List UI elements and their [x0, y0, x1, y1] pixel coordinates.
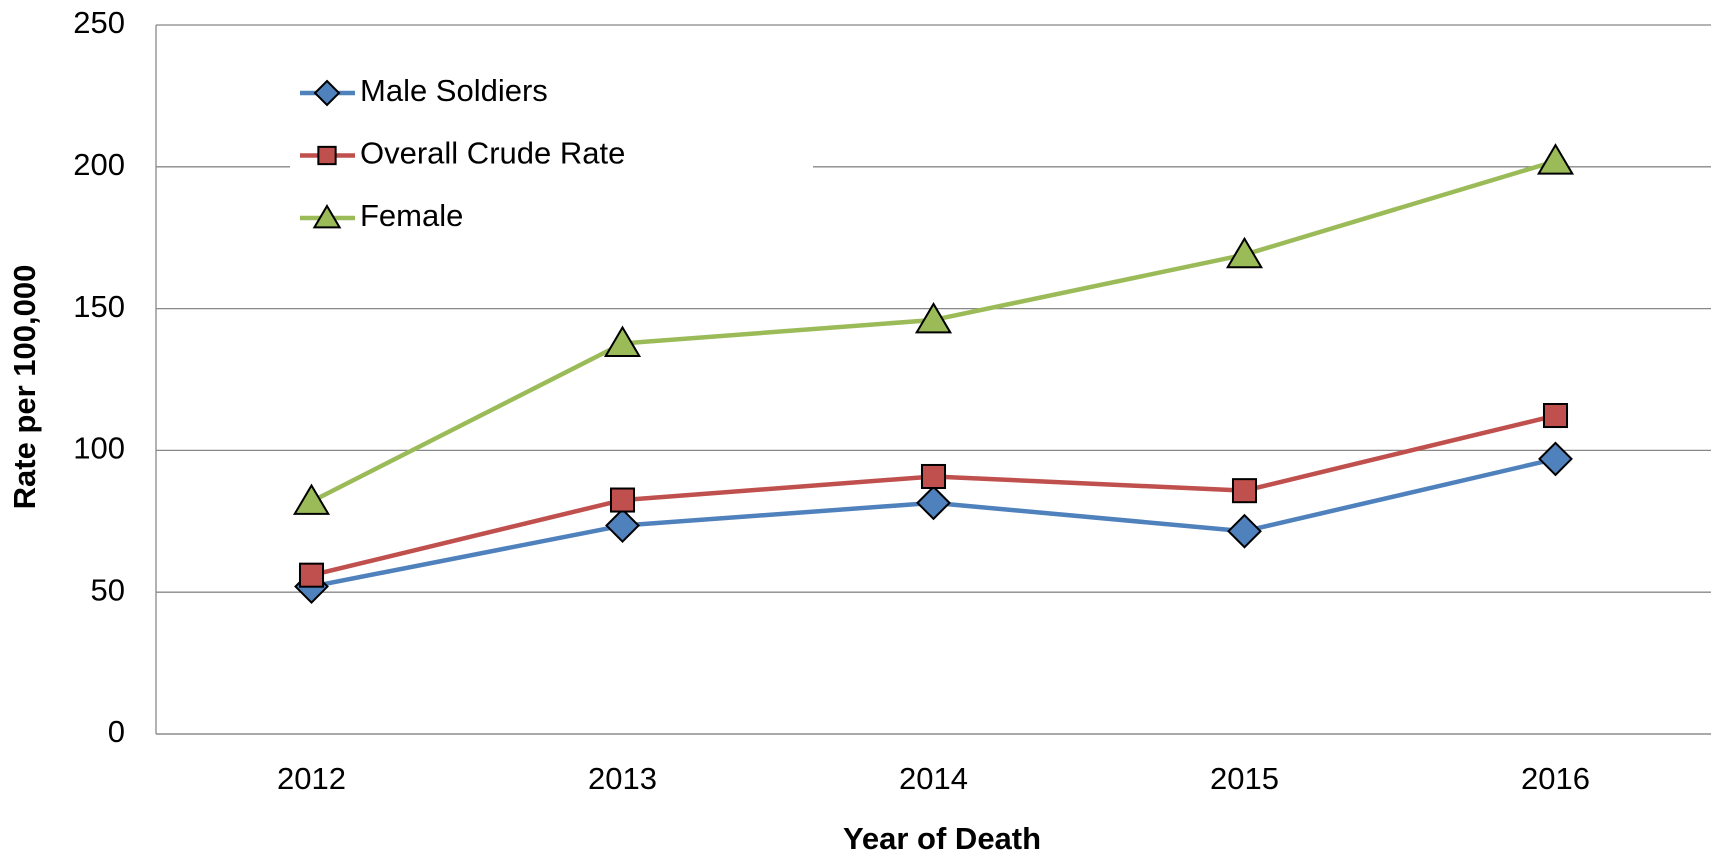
marker [292, 483, 331, 515]
x-axis-title: Year of Death [843, 821, 1041, 856]
x-tick-label: 2014 [899, 761, 968, 796]
x-tick-label: 2013 [588, 761, 657, 796]
y-tick-label: 200 [73, 147, 125, 182]
legend-background [290, 62, 813, 242]
y-tick-label: 50 [91, 572, 125, 607]
y-axis-title: Rate per 100,000 [7, 265, 42, 510]
marker [916, 485, 951, 521]
marker [1231, 478, 1258, 504]
marker [603, 325, 642, 357]
marker [298, 562, 325, 588]
y-tick-label: 250 [73, 5, 125, 40]
marker [609, 487, 636, 513]
marker [920, 463, 947, 490]
x-tick-label: 2012 [277, 761, 346, 796]
marker [1536, 143, 1575, 175]
y-tick-label: 0 [108, 714, 125, 749]
legend-label: Overall Crude Rate [360, 136, 625, 171]
marker [605, 508, 640, 543]
marker [317, 145, 337, 166]
marker [1538, 441, 1573, 477]
y-tick-label: 100 [73, 431, 125, 466]
x-tick-label: 2015 [1210, 761, 1279, 796]
legend-label: Female [360, 198, 463, 233]
y-tick-label: 150 [73, 289, 125, 324]
marker [313, 79, 341, 107]
legend-label: Male Soldiers [360, 73, 548, 108]
marker [1225, 236, 1264, 269]
marker [914, 301, 953, 334]
marker [1227, 513, 1262, 549]
marker [312, 204, 342, 229]
marker [1542, 402, 1569, 429]
x-tick-label: 2016 [1521, 761, 1590, 796]
